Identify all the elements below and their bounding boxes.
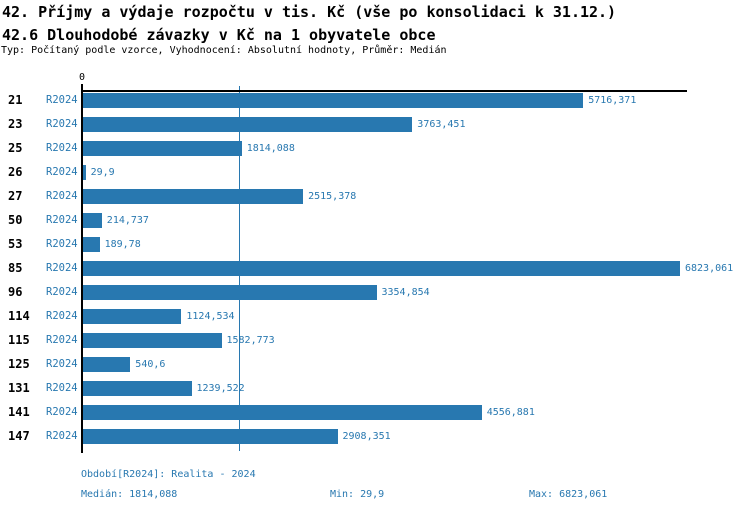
row-period-label: R2024	[46, 142, 78, 154]
bar-row: 50 R2024 214,737	[0, 213, 750, 228]
footer-max-stat: Max: 6823,061	[529, 489, 608, 500]
bar	[83, 333, 222, 348]
row-category-label: 27	[8, 189, 23, 203]
row-period-label: R2024	[46, 406, 78, 418]
bar-value-label: 4556,881	[486, 407, 535, 418]
bar-row: 131 R2024 1239,522	[0, 381, 750, 396]
row-category-label: 26	[8, 165, 23, 179]
bar	[83, 93, 584, 108]
chart-meta-info: Typ: Počítaný podle vzorce, Vyhodnocení:…	[1, 45, 447, 56]
row-period-label: R2024	[46, 214, 78, 226]
bar-row: 114 R2024 1124,534	[0, 309, 750, 324]
row-category-label: 115	[8, 333, 30, 347]
bar-row: 96 R2024 3354,854	[0, 285, 750, 300]
bar-value-label: 6823,061	[685, 263, 734, 274]
bar-value-label: 1124,534	[186, 311, 235, 322]
bar-row: 23 R2024 3763,451	[0, 117, 750, 132]
row-category-label: 141	[8, 405, 30, 419]
row-period-label: R2024	[46, 358, 78, 370]
bar-value-label: 189,78	[104, 239, 141, 250]
bar-row: 85 R2024 6823,061	[0, 261, 750, 276]
row-period-label: R2024	[46, 262, 78, 274]
footer-min-stat: Min: 29,9	[330, 489, 385, 500]
bar-row: 21 R2024 5716,371	[0, 93, 750, 108]
bar-row: 53 R2024 189,78	[0, 237, 750, 252]
row-period-label: R2024	[46, 238, 78, 250]
bar	[83, 213, 102, 228]
x-axis-line	[81, 90, 687, 92]
bar-value-label: 3763,451	[417, 119, 466, 130]
row-category-label: 125	[8, 357, 30, 371]
bar	[83, 141, 242, 156]
row-category-label: 50	[8, 213, 23, 227]
bar	[83, 381, 192, 396]
bar	[83, 429, 338, 444]
bar-row: 141 R2024 4556,881	[0, 405, 750, 420]
bar-row: 147 R2024 2908,351	[0, 429, 750, 444]
bar	[83, 261, 680, 276]
bar-value-label: 540,6	[135, 359, 166, 370]
row-category-label: 23	[8, 117, 23, 131]
row-period-label: R2024	[46, 286, 78, 298]
x-axis-zero-tick-label: 0	[78, 72, 86, 83]
bar	[83, 357, 131, 372]
row-category-label: 96	[8, 285, 23, 299]
bar-value-label: 2908,351	[342, 431, 391, 442]
bar-row: 26 R2024 29,9	[0, 165, 750, 180]
bar-value-label: 2515,378	[308, 191, 357, 202]
row-period-label: R2024	[46, 334, 78, 346]
row-period-label: R2024	[46, 190, 78, 202]
row-period-label: R2024	[46, 430, 78, 442]
bar	[83, 165, 86, 180]
bar	[83, 309, 182, 324]
bar-value-label: 29,9	[90, 167, 115, 178]
row-category-label: 147	[8, 429, 30, 443]
row-category-label: 114	[8, 309, 30, 323]
row-category-label: 85	[8, 261, 23, 275]
row-period-label: R2024	[46, 310, 78, 322]
bar	[83, 285, 377, 300]
row-category-label: 131	[8, 381, 30, 395]
bar	[83, 237, 100, 252]
bar-value-label: 5716,371	[588, 95, 637, 106]
y-axis-line	[81, 84, 83, 453]
bar-row: 115 R2024 1582,773	[0, 333, 750, 348]
bar	[83, 189, 304, 204]
page-title: 42. Příjmy a výdaje rozpočtu v tis. Kč (…	[2, 3, 617, 21]
row-category-label: 25	[8, 141, 23, 155]
bar-row: 27 R2024 2515,378	[0, 189, 750, 204]
row-category-label: 53	[8, 237, 23, 251]
bar-row: 125 R2024 540,6	[0, 357, 750, 372]
bar-value-label: 1814,088	[246, 143, 295, 154]
footer-period-legend: Období[R2024]: Realita - 2024	[81, 469, 256, 480]
bar	[83, 405, 482, 420]
bar-value-label: 1582,773	[226, 335, 275, 346]
row-period-label: R2024	[46, 118, 78, 130]
footer-median-stat: Medián: 1814,088	[81, 489, 178, 500]
bar-value-label: 1239,522	[196, 383, 245, 394]
row-period-label: R2024	[46, 166, 78, 178]
row-period-label: R2024	[46, 382, 78, 394]
bar-value-label: 3354,854	[381, 287, 430, 298]
bar	[83, 117, 413, 132]
bar-row: 25 R2024 1814,088	[0, 141, 750, 156]
row-category-label: 21	[8, 93, 23, 107]
row-period-label: R2024	[46, 94, 78, 106]
chart-subtitle: 42.6 Dlouhodobé závazky v Kč na 1 obyvat…	[2, 26, 436, 44]
bar-value-label: 214,737	[106, 215, 149, 226]
